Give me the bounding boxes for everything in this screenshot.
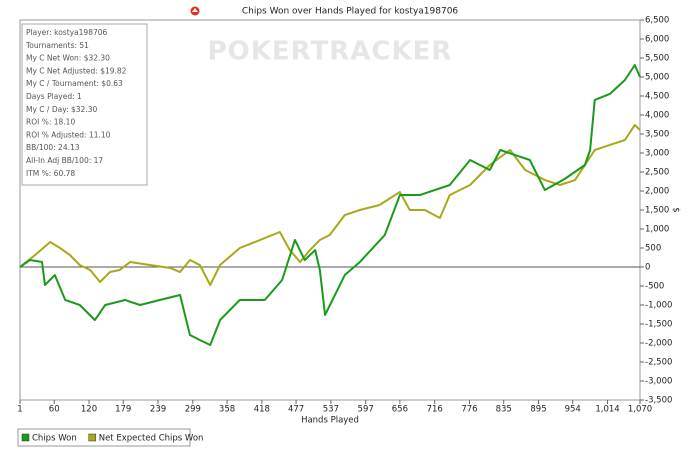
series-line: [19, 63, 641, 347]
stat-line: My C Net Won: $32.30: [26, 54, 110, 63]
y-tick-label: 1,000: [645, 225, 669, 235]
watermark: POKERTRACKER: [208, 37, 453, 67]
stat-line: Player: kostya198706: [26, 28, 108, 37]
x-tick-label: 179: [115, 405, 131, 415]
x-tick-label: 120: [81, 405, 97, 415]
stat-line: ITM %: 60.78: [26, 169, 75, 178]
x-tick-label: 1,070: [628, 405, 652, 415]
stat-line: ROI %: 18.10: [26, 118, 75, 127]
y-tick-label: -1,000: [645, 301, 672, 311]
legend-label: Net Expected Chips Won: [99, 434, 204, 444]
y-tick-label: 500: [645, 244, 661, 254]
y-tick-label: 5,500: [645, 54, 669, 64]
legend-swatch: [21, 433, 30, 442]
stat-line: Tournaments: 51: [25, 41, 89, 50]
x-tick-label: 358: [219, 405, 235, 415]
x-tick-label: 60: [49, 405, 60, 415]
y-axis-label: $: [671, 207, 681, 212]
chart-title: Chips Won over Hands Played for kostya19…: [242, 7, 459, 17]
y-tick-label: 2,500: [645, 168, 669, 178]
x-tick-label: 1: [17, 405, 22, 415]
stat-line: All-In Adj BB/100: 17: [26, 156, 103, 165]
stat-line: My C Net Adjusted: $19.82: [26, 66, 127, 75]
y-tick-label: 2,000: [645, 187, 669, 197]
stats-box: [21, 23, 148, 186]
x-tick-label: 895: [530, 405, 546, 415]
x-axis-label: Hands Played: [301, 416, 359, 426]
x-tick-label: 477: [288, 405, 304, 415]
stat-line: My C / Day: $32.30: [26, 105, 97, 114]
x-tick-label: 1,014: [595, 405, 619, 415]
x-tick-label: 537: [323, 405, 339, 415]
title-icon: [190, 6, 200, 16]
y-tick-label: 6,500: [645, 16, 669, 26]
x-tick-label: 239: [150, 405, 166, 415]
y-tick-label: -3,000: [645, 377, 672, 387]
y-tick-label: -2,500: [645, 358, 672, 368]
y-tick-label: -3,500: [645, 396, 672, 406]
x-tick-label: 597: [358, 405, 374, 415]
x-tick-label: 776: [461, 405, 477, 415]
legend-swatch: [88, 433, 96, 442]
y-tick-label: -1,500: [645, 320, 672, 330]
y-tick-label: 0: [645, 263, 650, 273]
y-tick-label: 4,500: [645, 92, 669, 102]
y-tick-label: 1,500: [645, 206, 669, 216]
y-tick-label: 3,000: [645, 149, 669, 159]
x-tick-label: 835: [496, 405, 512, 415]
y-tick-label: 5,000: [645, 73, 669, 83]
series-line: [19, 123, 641, 287]
x-tick-label: 716: [427, 405, 443, 415]
legend: [17, 428, 191, 447]
y-tick-label: 3,500: [645, 130, 669, 140]
stat-line: My C / Tournament: $0.63: [26, 79, 123, 88]
y-tick-label: 4,000: [645, 111, 669, 121]
x-tick-label: 299: [185, 405, 201, 415]
x-tick-label: 656: [392, 405, 408, 415]
y-tick-label: -2,000: [645, 339, 672, 349]
stat-line: BB/100: 24.13: [26, 143, 80, 152]
y-tick-label: 6,000: [645, 35, 669, 45]
y-tick-label: -500: [645, 282, 664, 292]
x-tick-label: 954: [565, 405, 581, 415]
stat-line: Days Played: 1: [26, 92, 82, 101]
stat-line: ROI % Adjusted: 11.10: [26, 130, 111, 139]
x-tick-label: 418: [254, 405, 270, 415]
legend-label: Chips Won: [32, 434, 77, 444]
